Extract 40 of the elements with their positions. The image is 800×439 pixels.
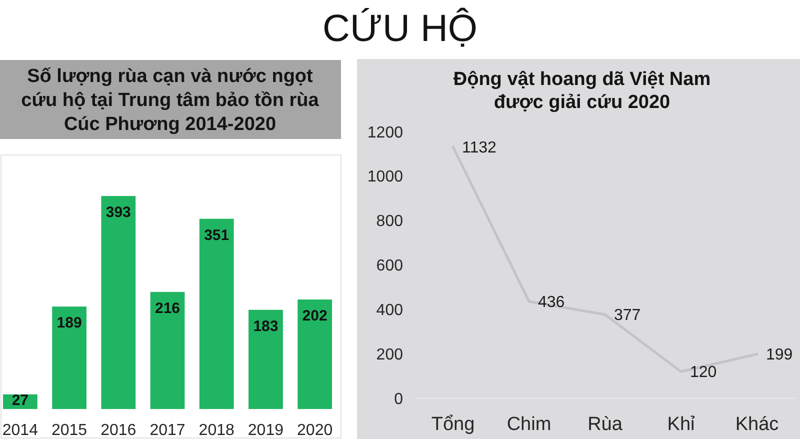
y-tick-label: 0 [394, 390, 404, 408]
x-tick-label: Khác [735, 414, 779, 435]
y-tick-label: 800 [376, 213, 404, 230]
data-label: 199 [766, 346, 793, 364]
data-label: 436 [538, 294, 565, 312]
x-tick-label: Rùa [588, 414, 623, 435]
x-tick-label: 2015 [51, 422, 88, 439]
y-tick-label: 1200 [367, 124, 404, 142]
x-tick-label: 2019 [248, 422, 284, 439]
y-tick-label: 400 [376, 302, 404, 320]
y-tick-label: 1000 [367, 168, 404, 186]
chart-title: Số lượng rùa cạn và nước ngọt cứu hộ tại Trung tâm bảo tồn rùa Cúc Phương 2014-2020 [21, 66, 320, 135]
bar [298, 300, 332, 409]
data-label: 120 [690, 364, 717, 382]
bar [199, 218, 234, 409]
data-label: 216 [154, 300, 180, 317]
bar [150, 292, 185, 409]
data-label: 377 [614, 307, 641, 324]
data-label: 27 [12, 392, 29, 409]
data-label: 202 [302, 308, 328, 325]
data-label: 189 [56, 314, 82, 332]
x-tick-label: Chim [506, 414, 552, 435]
chart-title: Động vật hoang dã Việt Nam được giải cứu 2020 [453, 69, 711, 113]
data-label: 393 [106, 204, 131, 221]
y-tick-label: 200 [376, 346, 404, 364]
data-label: 1132 [462, 139, 497, 156]
text: CỨU HỘ [322, 7, 478, 50]
bar [248, 310, 283, 409]
data-label: 183 [253, 318, 278, 335]
x-tick-label: Tổng [431, 414, 475, 435]
data-label: 351 [204, 226, 230, 244]
x-tick-label: 2016 [100, 422, 136, 439]
x-tick-label: 2020 [297, 422, 333, 439]
x-tick-label: 2017 [150, 422, 186, 439]
x-tick-label: Khỉ [667, 414, 696, 435]
x-tick-label: 2018 [198, 422, 235, 439]
bar [52, 306, 86, 409]
y-tick-label: 600 [376, 258, 404, 275]
bar [101, 196, 136, 409]
x-tick-label: 2014 [2, 422, 38, 439]
